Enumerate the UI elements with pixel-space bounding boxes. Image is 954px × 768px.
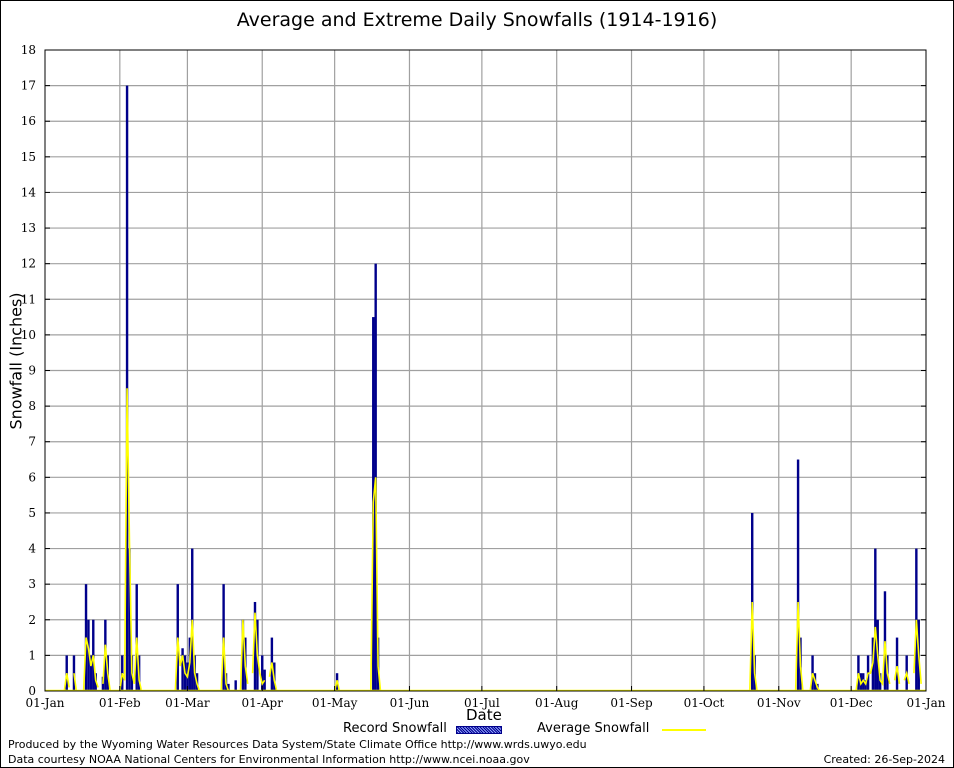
record-bars-layer xyxy=(45,85,926,692)
average-snowfall-line xyxy=(63,673,70,692)
y-tick-label: 0 xyxy=(28,684,36,698)
average-snowfall-line xyxy=(119,388,143,692)
record-snowfall-bar xyxy=(241,619,245,691)
x-tick-label: 01-Apr xyxy=(242,696,284,710)
footer-produced-by: Produced by the Wyoming Water Resources … xyxy=(8,738,587,751)
x-tick-label: 01-Sep xyxy=(610,696,653,710)
footer-created-date: Created: 26-Sep-2024 xyxy=(823,753,945,766)
average-snowfall-line xyxy=(239,619,249,692)
x-tick-label: 01-Dec xyxy=(830,696,873,710)
y-tick-label: 13 xyxy=(21,221,36,235)
x-tick-label: 01-Jun xyxy=(390,696,430,710)
y-axis-label: Snowfall (Inches) xyxy=(6,292,26,430)
average-snowfall-line xyxy=(268,662,278,692)
record-snowfall-bar xyxy=(128,548,131,691)
average-snowfall-line xyxy=(913,619,922,684)
y-tick-label: 11 xyxy=(21,292,36,306)
y-tick-label: 8 xyxy=(28,399,36,413)
record-snowfall-bar xyxy=(796,459,800,691)
average-snowfall-line xyxy=(73,673,78,692)
legend-average-label: Average Snowfall xyxy=(537,721,650,736)
record-snowfall-bar xyxy=(874,548,877,691)
average-snowfall-line xyxy=(102,644,111,692)
average-snowfall-line xyxy=(903,670,910,685)
y-tick-label: 14 xyxy=(21,185,37,199)
y-tick-label: 18 xyxy=(21,43,36,57)
legend-average-swatch xyxy=(662,729,706,731)
axes-layer xyxy=(44,49,927,692)
average-snowfall-line xyxy=(855,626,891,692)
y-tick-label: 16 xyxy=(21,114,36,128)
y-tick-label: 1 xyxy=(28,648,36,662)
x-tick-label: 01-Jan xyxy=(906,696,945,710)
record-snowfall-bar xyxy=(87,619,90,691)
legend-record-label: Record Snowfall xyxy=(343,721,447,736)
x-axis-label: Date xyxy=(466,706,502,724)
record-snowfall-bar xyxy=(227,683,230,691)
average-snowfall-line xyxy=(893,665,901,684)
y-tick-label: 7 xyxy=(28,435,36,449)
average-snowfall-line xyxy=(251,612,266,686)
record-snowfall-bar xyxy=(253,601,257,691)
record-snowfall-bar xyxy=(89,655,93,691)
x-tick-label: 01-May xyxy=(312,696,358,710)
average-snowfall-line xyxy=(82,637,99,692)
average-snowfall-line xyxy=(174,619,201,692)
y-tick-label: 10 xyxy=(21,328,36,342)
x-tick-label: 01-Jan xyxy=(25,696,64,710)
legend-record-swatch xyxy=(456,726,502,734)
y-tick-label: 6 xyxy=(28,470,36,484)
record-snowfall-bar xyxy=(261,655,264,691)
x-tick-label: 01-Nov xyxy=(757,696,801,710)
average-snowfall-line xyxy=(809,672,821,692)
y-tick-label: 4 xyxy=(28,542,36,556)
footer-data-courtesy: Data courtesy NOAA National Centers for … xyxy=(8,753,530,766)
record-snowfall-bar xyxy=(878,673,882,691)
average-snowfall-line xyxy=(749,601,758,692)
record-snowfall-bar xyxy=(181,648,184,691)
y-tick-label: 2 xyxy=(28,613,36,627)
average-snowfall-line xyxy=(370,477,382,692)
record-snowfall-bar xyxy=(864,680,867,691)
tick-labels-layer: 01-Jan 01-Feb 01-Mar 01-Apr 01-May 01-Jun 01-J… xyxy=(21,43,946,710)
record-snowfall-bar xyxy=(895,637,899,691)
y-tick-label: 15 xyxy=(21,150,36,164)
x-tick-label: 01-Jul xyxy=(464,696,500,710)
chart-title: Average and Extreme Daily Snowfalls (191… xyxy=(236,9,718,31)
x-tick-label: 01-Aug xyxy=(535,696,579,710)
y-tick-label: 3 xyxy=(28,577,36,591)
y-tick-label: 17 xyxy=(21,79,36,93)
average-snowfall-line xyxy=(220,637,230,692)
y-tick-label: 9 xyxy=(28,364,36,378)
x-tick-label: 01-Mar xyxy=(165,696,210,710)
average-snowfall-line xyxy=(794,601,804,692)
grid-layer xyxy=(45,50,926,691)
record-snowfall-bar xyxy=(862,673,865,691)
x-tick-label: 01-Feb xyxy=(99,696,141,710)
plot-border xyxy=(44,49,927,692)
y-tick-label: 5 xyxy=(28,506,36,520)
y-tick-label: 12 xyxy=(21,257,36,271)
average-snowfall-line xyxy=(333,680,341,692)
record-snowfall-bar xyxy=(234,680,237,691)
x-tick-label: 01-Oct xyxy=(684,696,725,710)
